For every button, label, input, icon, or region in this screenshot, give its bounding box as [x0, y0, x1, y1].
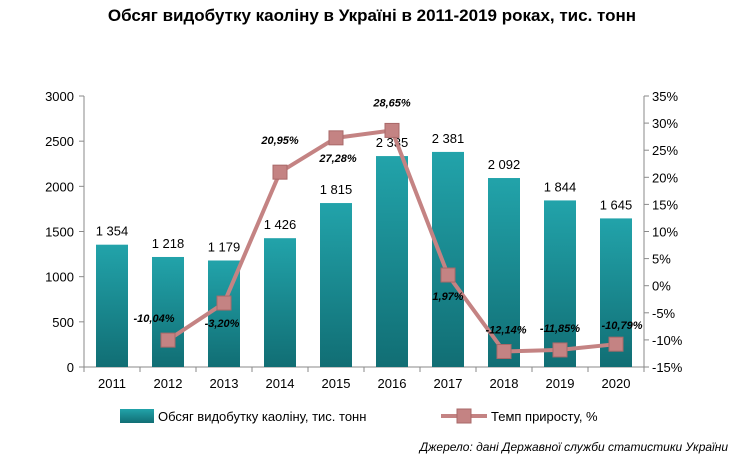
x-tick-label: 2017	[434, 376, 463, 391]
left-tick-label: 2000	[45, 179, 74, 194]
right-tick-label: 20%	[652, 170, 678, 185]
chart-title: Обсяг видобутку каоліну в Україні в 2011…	[107, 6, 637, 25]
bar-data-label: 1 645	[600, 197, 633, 212]
growth-data-label: 28,65%	[372, 97, 411, 109]
bar-data-label: 2 381	[432, 131, 465, 146]
left-axis: 0 500 1000 1500 2000 2500 3000	[45, 89, 85, 375]
growth-marker	[216, 295, 232, 311]
x-tick-label: 2011	[98, 376, 126, 391]
growth-data-label: -3,20%	[205, 318, 240, 330]
bar-data-label: 2 092	[488, 157, 521, 172]
x-tick-label: 2019	[546, 376, 575, 391]
left-tick-label: 1500	[45, 225, 74, 240]
growth-data-label: 27,28%	[318, 153, 357, 165]
x-tick-label: 2016	[378, 376, 407, 391]
growth-data-label: -10,04%	[134, 313, 175, 325]
left-tick-label: 3000	[45, 89, 74, 104]
bar	[264, 238, 296, 367]
right-tick-label: -5%	[652, 306, 676, 321]
legend-line-label: Темп приросту, %	[491, 409, 598, 424]
left-tick-label: 2500	[45, 134, 74, 149]
legend: Обсяг видобутку каоліну, тис. тонн Темп п…	[120, 408, 598, 424]
growth-data-label: 20,95%	[260, 135, 299, 147]
growth-marker	[160, 332, 176, 348]
right-tick-label: 30%	[652, 116, 678, 131]
legend-bar-label: Обсяг видобутку каоліну, тис. тонн	[158, 409, 366, 424]
growth-marker	[440, 267, 456, 283]
right-tick-label: -10%	[652, 333, 683, 348]
bar	[320, 203, 352, 367]
growth-marker	[496, 343, 512, 359]
x-tick-label: 2014	[266, 376, 295, 391]
bar	[544, 200, 576, 367]
bar-data-label: 1 426	[264, 217, 297, 232]
bar	[96, 244, 128, 367]
growth-marker	[328, 130, 344, 146]
bar-data-label: 1 844	[544, 179, 577, 194]
bar-data-label: 1 815	[320, 182, 353, 197]
growth-data-label: -11,85%	[540, 323, 580, 335]
growth-marker	[552, 342, 568, 358]
growth-data-label: -10,79%	[602, 320, 643, 332]
bar-data-label: 1 179	[208, 239, 241, 254]
x-tick-label: 2018	[490, 376, 519, 391]
left-tick-label: 1000	[45, 270, 74, 285]
line-labels-group: -10,04% -3,20% 20,95% 27,28% 28,65% 1,97% -12,…	[134, 97, 643, 336]
right-tick-label: 0%	[652, 279, 671, 294]
growth-marker	[384, 122, 400, 138]
right-tick-label: 15%	[652, 197, 678, 212]
source-note: Джерело: дані Державної служби статистик…	[419, 440, 728, 454]
right-tick-label: 10%	[652, 225, 678, 240]
right-tick-label: -15%	[652, 360, 683, 375]
growth-line-group	[160, 122, 624, 359]
bar	[432, 151, 464, 367]
legend-line-marker	[456, 408, 472, 424]
growth-marker	[608, 336, 624, 352]
growth-data-label: -12,14%	[486, 324, 527, 336]
x-tick-label: 2013	[210, 376, 239, 391]
right-tick-label: 35%	[652, 89, 678, 104]
bar-data-label: 1 218	[152, 236, 185, 251]
growth-marker	[272, 164, 288, 180]
right-axis: -15% -10% -5% 0% 5% 10% 15% 20% 25% 30% 35%	[643, 89, 683, 375]
left-tick-label: 500	[52, 315, 74, 330]
right-tick-label: 5%	[652, 252, 671, 267]
bar	[376, 156, 408, 367]
legend-bar-swatch	[120, 409, 154, 423]
growth-data-label: 1,97%	[432, 291, 463, 303]
bar	[152, 256, 184, 367]
x-tick-label: 2020	[602, 376, 631, 391]
x-tick-label: 2012	[154, 376, 183, 391]
x-tick-label: 2015	[322, 376, 351, 391]
x-axis: 2011 2012 2013 2014 2015 2016 2017 2018 2019 2020	[83, 366, 645, 391]
left-tick-label: 0	[67, 360, 74, 375]
right-tick-label: 25%	[652, 143, 678, 158]
bars-group	[96, 151, 632, 367]
bar-data-label: 1 354	[96, 224, 129, 239]
